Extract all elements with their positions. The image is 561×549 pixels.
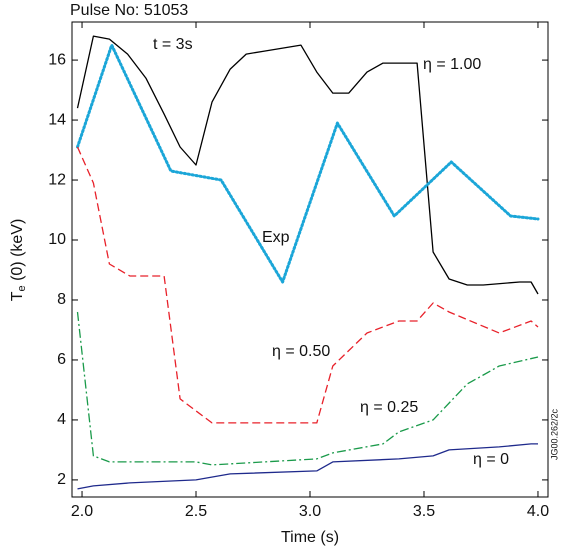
chart-title: Pulse No: 51053 — [70, 2, 188, 19]
x-tick-label: 3.0 — [299, 503, 321, 520]
y-label-sub: e — [16, 285, 28, 291]
series-line — [76, 35, 539, 295]
series-line — [76, 311, 539, 466]
code-label: JG00.262/2c — [549, 408, 559, 460]
y-axis-label: Te (0) (keV) — [9, 219, 28, 302]
series-label: η = 1.00 — [423, 56, 481, 73]
y-tick-label: 12 — [48, 171, 66, 188]
series-line — [77, 443, 538, 490]
y-tick-label: 16 — [48, 51, 66, 68]
x-tick-label: 2.0 — [71, 503, 93, 520]
y-label-rest: (0) (keV) — [9, 219, 26, 286]
x-tick-label: 2.5 — [185, 503, 207, 520]
y-tick-label: 8 — [57, 291, 66, 308]
series-label: η = 0 — [473, 451, 509, 468]
y-tick-label: 2 — [57, 471, 66, 488]
x-tick-label: 4.0 — [527, 503, 549, 520]
annotation: t = 3s — [153, 36, 193, 53]
y-label-main: T — [9, 291, 26, 301]
x-tick-label: 3.5 — [413, 503, 435, 520]
series-label: η = 0.50 — [272, 343, 330, 360]
y-tick-label: 4 — [57, 411, 66, 428]
plot-frame — [71, 21, 549, 498]
y-tick-label: 14 — [48, 111, 66, 128]
series-line — [76, 43, 540, 284]
y-tick-label: 6 — [57, 351, 66, 368]
series-label: η = 0.25 — [360, 399, 418, 416]
x-axis-label: Time (s) — [281, 529, 339, 546]
y-tick-label: 10 — [48, 231, 66, 248]
series-label: Exp — [262, 229, 290, 246]
